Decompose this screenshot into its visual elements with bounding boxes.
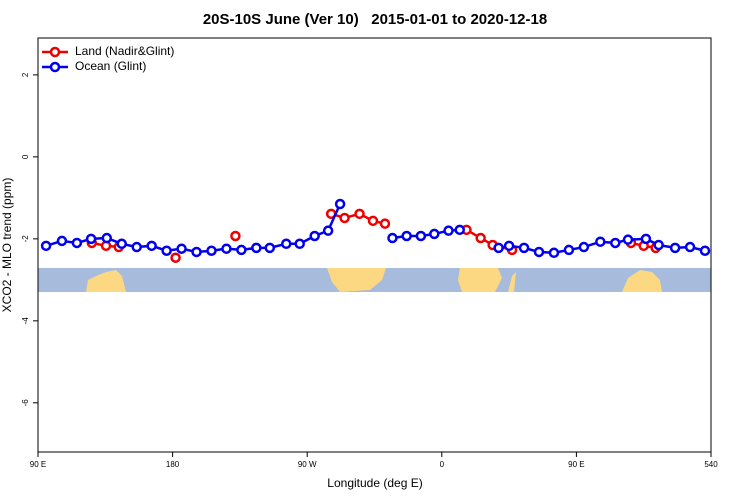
point xyxy=(101,232,113,244)
point xyxy=(401,230,412,242)
point xyxy=(379,218,391,229)
point xyxy=(533,246,545,258)
point xyxy=(475,232,486,244)
y-axis-label: XCO2 - MLO trend (ppm) xyxy=(0,178,14,313)
point xyxy=(367,215,379,227)
y-tick-label: 0 xyxy=(21,154,30,159)
x-tick-label: 90 W xyxy=(298,460,317,469)
y-tick-label: -2 xyxy=(21,235,30,243)
point xyxy=(85,233,97,245)
point xyxy=(684,241,696,253)
point xyxy=(595,236,606,247)
point xyxy=(443,225,454,236)
point xyxy=(191,246,202,258)
point xyxy=(503,240,515,252)
point xyxy=(56,235,68,247)
point xyxy=(281,238,292,250)
point xyxy=(610,237,621,249)
point xyxy=(170,252,181,263)
y-tick-label: -4 xyxy=(21,317,30,325)
x-axis-label: Longitude (deg E) xyxy=(327,476,422,490)
point xyxy=(563,244,575,256)
point xyxy=(294,238,305,250)
point xyxy=(622,234,634,245)
point xyxy=(176,243,187,254)
point xyxy=(71,237,83,249)
point xyxy=(322,225,334,236)
point xyxy=(387,232,398,244)
map-strip xyxy=(38,268,711,292)
point xyxy=(354,208,365,220)
point xyxy=(699,245,711,256)
land-shape xyxy=(458,268,502,292)
point xyxy=(669,242,681,254)
point xyxy=(251,242,262,254)
point xyxy=(146,240,157,252)
point xyxy=(116,238,128,250)
point xyxy=(548,247,560,259)
point xyxy=(415,230,427,242)
series-line xyxy=(45,203,706,255)
x-tick-label: 0 xyxy=(440,460,445,469)
point xyxy=(221,243,232,254)
point xyxy=(161,245,172,256)
y-tick-label: 2 xyxy=(21,72,30,77)
point xyxy=(206,245,217,256)
point xyxy=(131,241,142,253)
x-tick-label: 90 E xyxy=(30,460,46,469)
point xyxy=(429,228,440,240)
point xyxy=(230,230,241,242)
point xyxy=(454,224,465,236)
point xyxy=(653,239,664,251)
legend-marker xyxy=(49,61,61,73)
point xyxy=(518,242,530,254)
land-shape xyxy=(622,270,662,292)
point xyxy=(493,242,504,254)
legend-marker xyxy=(49,46,61,58)
x-tick-label: 180 xyxy=(166,460,180,469)
plot-frame xyxy=(37,37,712,453)
point xyxy=(309,230,320,242)
y-tick-label: -6 xyxy=(21,399,30,407)
land-shape xyxy=(327,268,386,292)
point xyxy=(578,241,590,253)
point xyxy=(640,233,652,245)
land-shape xyxy=(86,270,126,292)
point xyxy=(40,240,52,252)
chart-title: 20S-10S June (Ver 10) 2015-01-01 to 2020… xyxy=(203,11,547,28)
point xyxy=(334,198,346,210)
x-tick-label: 90 E xyxy=(568,460,584,469)
point xyxy=(264,242,276,254)
point xyxy=(236,244,247,256)
point xyxy=(339,212,350,224)
legend-label: Ocean (Glint) xyxy=(75,59,146,73)
x-tick-label: 540 xyxy=(704,460,718,469)
land-shape xyxy=(508,272,516,292)
legend-label: Land (Nadir&Glint) xyxy=(75,44,174,58)
